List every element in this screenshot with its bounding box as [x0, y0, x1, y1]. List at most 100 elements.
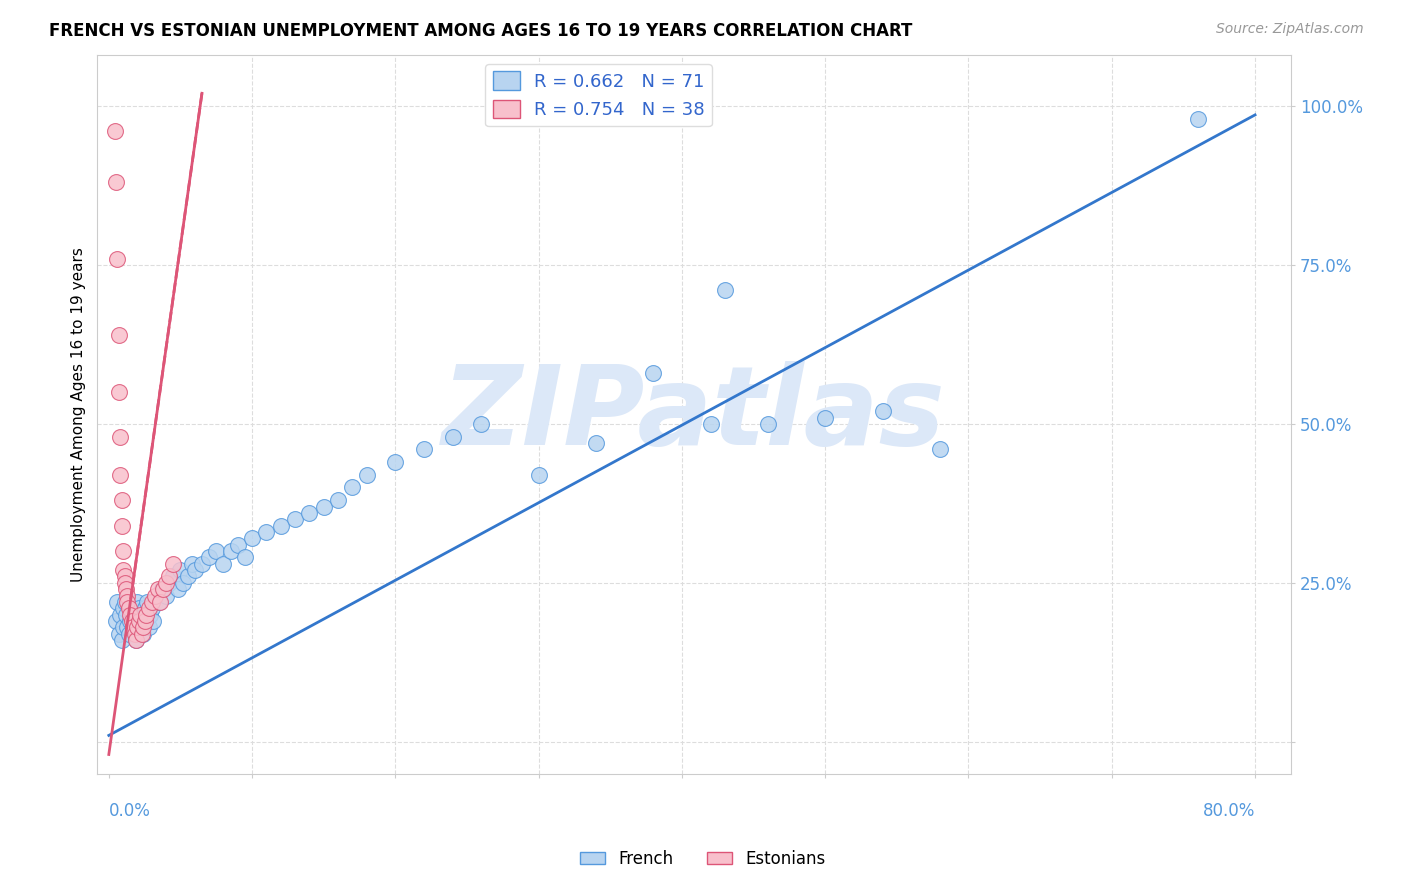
- Legend: R = 0.662   N = 71, R = 0.754   N = 38: R = 0.662 N = 71, R = 0.754 N = 38: [485, 64, 711, 127]
- Text: ZIPatlas: ZIPatlas: [443, 361, 946, 467]
- Point: [112, 563, 135, 577]
- Point: [928, 442, 950, 457]
- Point: [470, 417, 492, 431]
- Point: [312, 500, 335, 514]
- Point: [384, 455, 406, 469]
- Point: [117, 620, 139, 634]
- Point: [150, 582, 173, 597]
- Point: [134, 601, 156, 615]
- Point: [127, 614, 149, 628]
- Point: [176, 569, 198, 583]
- Point: [132, 626, 155, 640]
- Point: [138, 620, 160, 634]
- Point: [121, 601, 143, 615]
- Point: [441, 429, 464, 443]
- Point: [270, 518, 292, 533]
- Point: [110, 467, 132, 482]
- Point: [117, 589, 139, 603]
- Point: [136, 595, 159, 609]
- Point: [114, 569, 136, 583]
- Point: [139, 607, 162, 622]
- Point: [198, 550, 221, 565]
- Point: [115, 607, 138, 622]
- Point: [1187, 112, 1209, 126]
- Text: 0.0%: 0.0%: [108, 802, 150, 821]
- Point: [342, 480, 364, 494]
- Point: [128, 614, 150, 628]
- Point: [124, 607, 146, 622]
- Point: [129, 620, 152, 634]
- Point: [152, 582, 174, 597]
- Text: 80.0%: 80.0%: [1202, 802, 1256, 821]
- Point: [108, 626, 131, 640]
- Point: [118, 601, 141, 615]
- Text: FRENCH VS ESTONIAN UNEMPLOYMENT AMONG AGES 16 TO 19 YEARS CORRELATION CHART: FRENCH VS ESTONIAN UNEMPLOYMENT AMONG AG…: [49, 22, 912, 40]
- Point: [131, 626, 153, 640]
- Y-axis label: Unemployment Among Ages 16 to 19 years: Unemployment Among Ages 16 to 19 years: [72, 247, 86, 582]
- Point: [141, 601, 163, 615]
- Point: [120, 614, 142, 628]
- Point: [148, 595, 170, 609]
- Point: [166, 582, 188, 597]
- Point: [121, 614, 143, 628]
- Point: [131, 607, 153, 622]
- Point: [219, 544, 242, 558]
- Point: [212, 557, 235, 571]
- Point: [142, 614, 165, 628]
- Point: [107, 595, 129, 609]
- Point: [125, 633, 148, 648]
- Point: [132, 620, 155, 634]
- Text: Source: ZipAtlas.com: Source: ZipAtlas.com: [1216, 22, 1364, 37]
- Point: [111, 493, 134, 508]
- Point: [125, 633, 148, 648]
- Point: [413, 442, 436, 457]
- Legend: French, Estonians: French, Estonians: [574, 844, 832, 875]
- Point: [135, 614, 157, 628]
- Point: [127, 595, 149, 609]
- Point: [527, 467, 550, 482]
- Point: [135, 607, 157, 622]
- Point: [138, 601, 160, 615]
- Point: [108, 385, 131, 400]
- Point: [699, 417, 721, 431]
- Point: [585, 436, 607, 450]
- Point: [111, 633, 134, 648]
- Point: [254, 524, 277, 539]
- Point: [117, 595, 139, 609]
- Point: [122, 620, 145, 634]
- Point: [172, 575, 194, 590]
- Point: [128, 601, 150, 615]
- Point: [104, 175, 127, 189]
- Point: [111, 518, 134, 533]
- Point: [114, 595, 136, 609]
- Point: [155, 589, 177, 603]
- Point: [112, 544, 135, 558]
- Point: [122, 620, 145, 634]
- Point: [872, 404, 894, 418]
- Point: [162, 569, 184, 583]
- Point: [134, 614, 156, 628]
- Point: [114, 575, 136, 590]
- Point: [143, 589, 166, 603]
- Point: [107, 252, 129, 266]
- Point: [169, 563, 191, 577]
- Point: [326, 493, 349, 508]
- Point: [180, 557, 202, 571]
- Point: [184, 563, 207, 577]
- Point: [284, 512, 307, 526]
- Point: [127, 620, 149, 634]
- Point: [120, 607, 142, 622]
- Point: [233, 550, 256, 565]
- Point: [146, 582, 169, 597]
- Point: [112, 601, 135, 615]
- Point: [141, 595, 163, 609]
- Point: [110, 429, 132, 443]
- Point: [643, 366, 665, 380]
- Point: [191, 557, 214, 571]
- Point: [129, 607, 152, 622]
- Point: [226, 538, 249, 552]
- Point: [756, 417, 779, 431]
- Point: [714, 284, 737, 298]
- Point: [104, 614, 127, 628]
- Point: [115, 582, 138, 597]
